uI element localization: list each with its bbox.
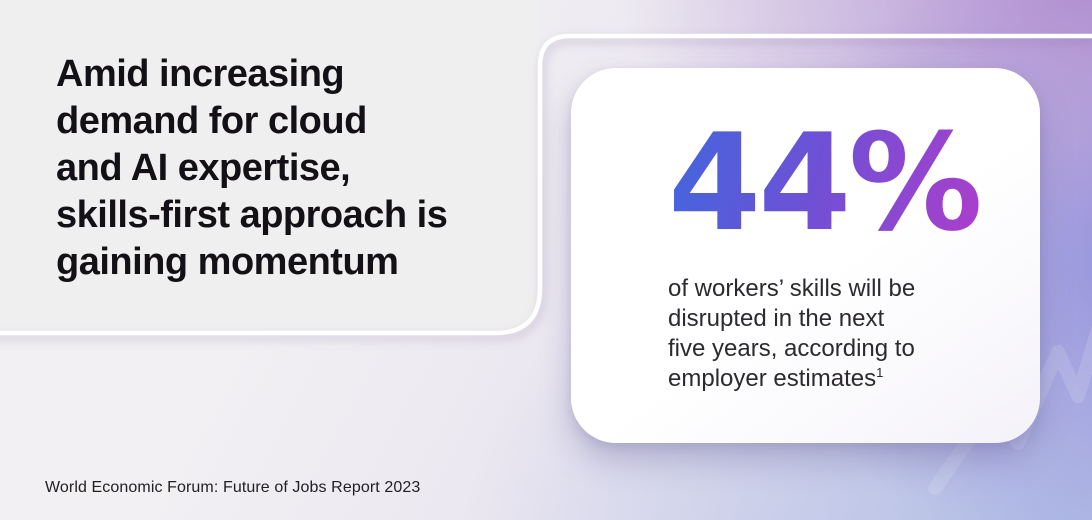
footnote-marker: 1 (876, 365, 884, 380)
left-panel (0, 0, 540, 333)
source-citation: World Economic Forum: Future of Jobs Rep… (45, 479, 421, 496)
stat-description-text: of workers’ skills will be disrupted in … (668, 275, 916, 392)
stat-description: of workers’ skills will be disrupted in … (668, 274, 978, 394)
panel-outline (0, 33, 1092, 336)
stat-value: 44% (668, 105, 983, 261)
stat-card: 44% of workers’ skills will be disrupted… (571, 68, 1040, 443)
headline: Amid increasing demand for cloud and AI … (56, 53, 448, 283)
